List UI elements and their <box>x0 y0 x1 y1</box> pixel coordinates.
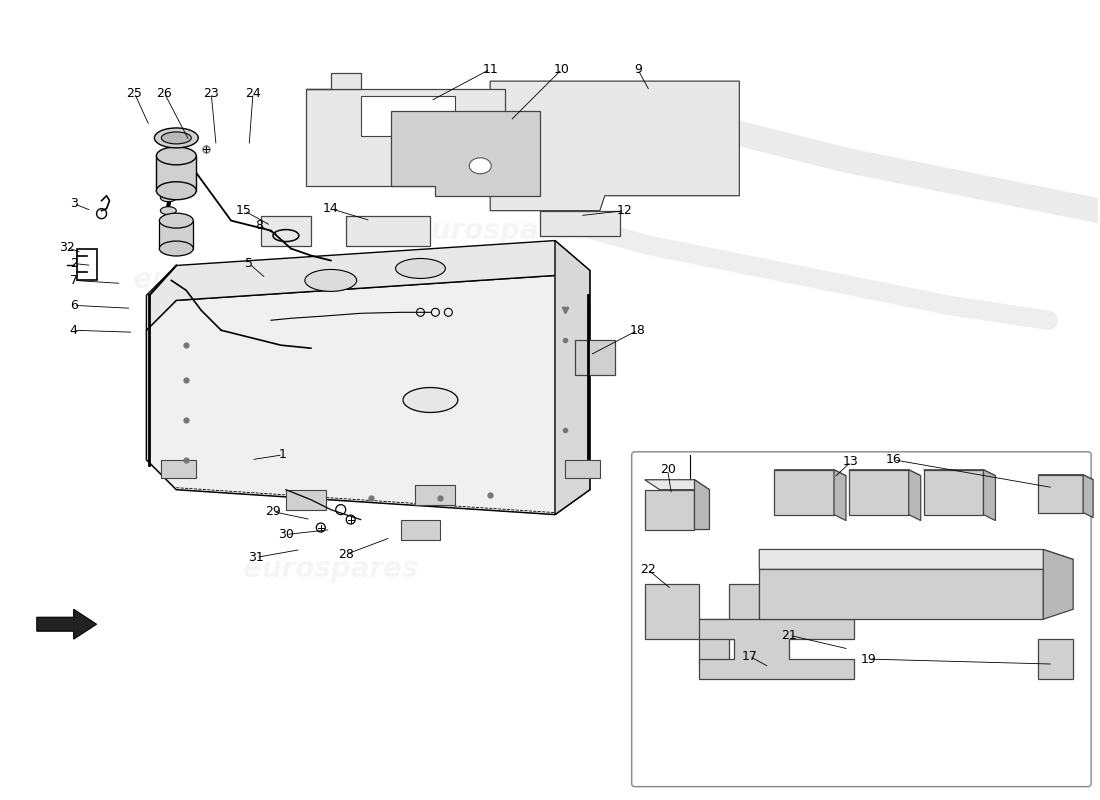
Text: 6: 6 <box>69 299 78 312</box>
Text: eurospares: eurospares <box>712 566 887 594</box>
Polygon shape <box>849 470 921 476</box>
Text: 25: 25 <box>126 86 142 99</box>
Text: eurospares: eurospares <box>133 266 309 294</box>
Polygon shape <box>416 485 455 505</box>
Polygon shape <box>361 96 455 136</box>
Text: 18: 18 <box>630 324 646 337</box>
Polygon shape <box>924 470 983 514</box>
Polygon shape <box>575 340 615 375</box>
Polygon shape <box>834 470 846 521</box>
Polygon shape <box>774 470 846 476</box>
Text: 10: 10 <box>554 62 570 76</box>
Polygon shape <box>759 550 1074 570</box>
Polygon shape <box>156 156 196 190</box>
Text: 29: 29 <box>265 505 280 518</box>
Text: 19: 19 <box>861 653 877 666</box>
Text: 15: 15 <box>236 204 252 217</box>
Polygon shape <box>556 241 590 514</box>
Text: 3: 3 <box>69 197 78 210</box>
Polygon shape <box>146 241 590 330</box>
Polygon shape <box>1038 474 1093 480</box>
Polygon shape <box>540 210 619 235</box>
Polygon shape <box>1038 474 1084 513</box>
Polygon shape <box>1084 474 1093 518</box>
FancyBboxPatch shape <box>631 452 1091 786</box>
Ellipse shape <box>403 387 458 413</box>
Text: 16: 16 <box>886 454 902 466</box>
Text: 20: 20 <box>660 463 675 476</box>
Text: 1: 1 <box>279 448 287 462</box>
Polygon shape <box>924 470 996 476</box>
Polygon shape <box>36 610 97 639</box>
Polygon shape <box>400 519 440 539</box>
Polygon shape <box>162 460 196 478</box>
Text: 9: 9 <box>634 62 641 76</box>
Ellipse shape <box>154 128 198 148</box>
Ellipse shape <box>156 182 196 200</box>
Polygon shape <box>849 470 909 514</box>
Text: 2: 2 <box>69 257 78 270</box>
Polygon shape <box>256 269 301 290</box>
Ellipse shape <box>161 206 176 214</box>
Polygon shape <box>645 480 710 490</box>
Ellipse shape <box>156 147 196 165</box>
Text: 26: 26 <box>156 86 173 99</box>
Polygon shape <box>306 73 361 89</box>
Text: 23: 23 <box>204 86 219 99</box>
Text: 13: 13 <box>843 455 859 468</box>
Text: 4: 4 <box>69 324 78 337</box>
Ellipse shape <box>470 158 492 174</box>
Text: 24: 24 <box>245 86 261 99</box>
Polygon shape <box>1043 550 1074 619</box>
Text: eurospares: eurospares <box>243 555 418 583</box>
Text: 22: 22 <box>640 563 656 576</box>
Polygon shape <box>700 619 854 679</box>
Text: 28: 28 <box>338 548 353 561</box>
Text: 14: 14 <box>323 202 339 215</box>
Polygon shape <box>645 490 694 530</box>
Polygon shape <box>160 221 194 249</box>
Ellipse shape <box>160 241 194 256</box>
Polygon shape <box>565 460 600 478</box>
Text: 12: 12 <box>617 204 632 217</box>
Polygon shape <box>491 81 739 210</box>
Polygon shape <box>909 470 921 521</box>
Polygon shape <box>146 275 590 514</box>
Text: 30: 30 <box>278 528 294 541</box>
Text: 5: 5 <box>245 257 253 270</box>
Ellipse shape <box>160 213 194 228</box>
Polygon shape <box>1038 639 1074 679</box>
Polygon shape <box>390 111 540 196</box>
Polygon shape <box>694 480 710 530</box>
Text: eurospares: eurospares <box>412 217 587 245</box>
Text: 17: 17 <box>741 650 757 662</box>
Polygon shape <box>345 216 430 246</box>
Text: 31: 31 <box>249 551 264 564</box>
Text: 21: 21 <box>781 629 798 642</box>
Polygon shape <box>306 89 505 186</box>
Text: 32: 32 <box>58 241 75 254</box>
Ellipse shape <box>305 270 356 291</box>
Polygon shape <box>645 584 759 664</box>
Polygon shape <box>983 470 996 521</box>
Ellipse shape <box>396 258 446 278</box>
Text: 8: 8 <box>255 219 263 232</box>
Text: 7: 7 <box>69 274 78 287</box>
Polygon shape <box>261 216 311 246</box>
Ellipse shape <box>161 194 176 202</box>
Ellipse shape <box>162 132 191 144</box>
Polygon shape <box>774 470 834 514</box>
Polygon shape <box>759 570 1043 619</box>
Polygon shape <box>286 490 326 510</box>
Text: 11: 11 <box>482 62 498 76</box>
